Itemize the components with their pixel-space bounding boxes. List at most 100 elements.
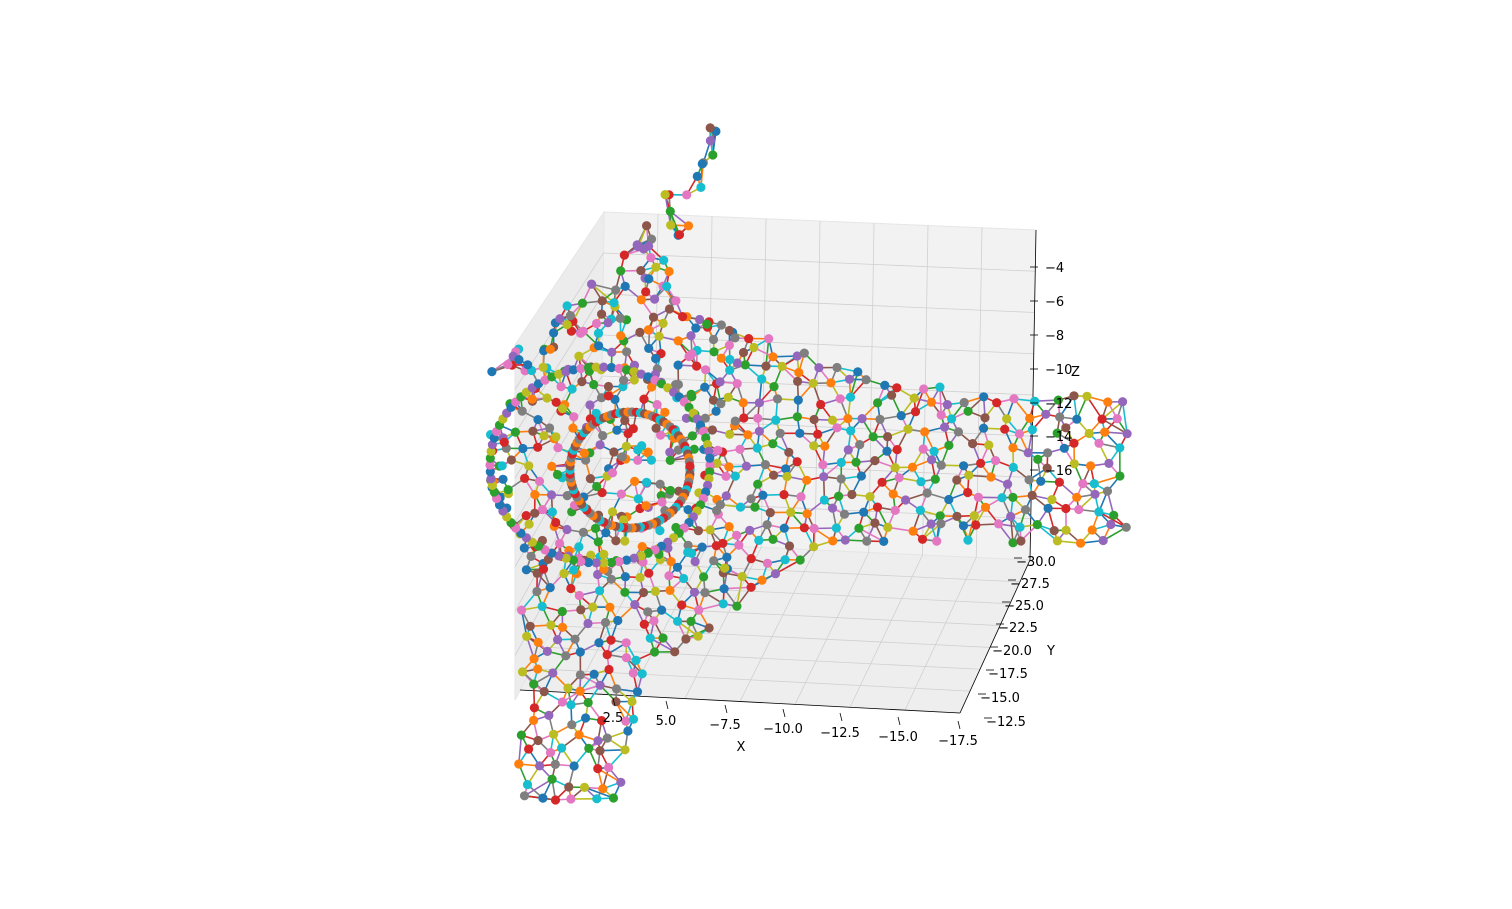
x-tick-label: −17.5 [938,734,978,749]
mesh-node [637,669,647,679]
mesh-node [545,748,556,758]
mesh-node [487,367,497,377]
mesh-node [1104,458,1114,468]
mesh-node [861,375,871,385]
mesh-node [592,481,602,492]
mesh-node [690,556,700,567]
mesh-node [565,311,576,321]
mesh-node [546,620,556,630]
x-tick [612,697,616,707]
mesh-node [550,759,560,770]
mesh-node [619,375,629,385]
mesh-node [615,313,625,323]
mesh-node [656,430,666,440]
mesh-node [681,413,692,423]
mesh-node [705,460,715,470]
grid-line [603,252,1036,272]
mesh-node [503,485,513,495]
mesh-node [639,244,649,254]
mesh-node [819,472,829,482]
mesh-node [487,480,497,490]
mesh-node [844,374,855,384]
mesh-node [635,327,645,337]
mesh-node [708,395,719,405]
mesh-node [730,333,740,343]
mesh-node [538,564,549,574]
mesh-node [839,509,850,519]
mesh-node [1043,503,1053,513]
mesh-node [831,523,842,533]
mesh-node [997,493,1007,503]
mesh-node [586,550,596,560]
mesh-node [720,563,730,573]
mesh-node [1078,479,1088,489]
mesh-node [768,352,778,362]
mesh-node [551,397,561,407]
mesh-edge [939,387,942,416]
mesh-node [835,394,845,404]
mesh-node [595,680,605,690]
mesh-node [682,190,692,200]
mesh-node [1103,397,1113,407]
mesh-edge [584,786,614,799]
mesh-node [786,507,796,517]
mesh-node [735,444,745,454]
grid-line [542,646,981,670]
mesh-node [940,422,950,432]
mesh-node [795,428,805,438]
mesh-node [775,428,785,438]
mesh-node [794,367,804,378]
mesh-node [959,397,969,408]
mesh-node [686,331,696,341]
mesh-node [670,647,680,657]
mesh-node [799,348,809,358]
mesh-node [699,572,709,582]
mesh-node [741,461,752,471]
mesh-node [636,266,646,276]
mesh-node [621,638,631,648]
mesh-node [769,470,779,480]
mesh-node [522,631,532,642]
mesh-node [650,294,660,304]
mesh-node [574,730,584,740]
x-tick [839,712,843,722]
grid-line [565,603,1001,626]
mesh-nodes [485,123,1132,805]
mesh-node [597,488,607,498]
mesh-node [760,460,771,470]
mesh-node [796,492,806,502]
mesh-node [542,646,553,657]
mesh-node [537,601,547,612]
mesh-node [907,462,918,472]
mesh-node [627,696,637,707]
mesh-node [645,633,655,643]
mesh-node [562,301,572,311]
mesh-node [744,334,754,344]
mesh-node [1106,519,1116,530]
y-tick-label: −27.5 [1010,577,1050,592]
mesh-node [524,744,534,754]
mesh-node [732,379,742,389]
mesh-node [903,424,913,434]
mesh-node [674,230,685,240]
mesh-node [711,541,722,551]
y-tick-label: −22.5 [998,621,1038,636]
mesh-node [865,492,875,502]
mesh-node [527,394,537,404]
mesh-node [562,491,572,501]
grid-line [577,582,1011,605]
mesh-node [658,633,668,643]
mesh-node [700,413,710,423]
mesh-node [569,565,579,575]
mesh-node [963,487,973,498]
mesh-node [498,474,508,484]
mesh-node [687,548,697,558]
mesh-node [533,664,543,674]
mesh-node [1043,448,1053,458]
mesh-node [1023,448,1033,458]
mesh-node [853,367,863,377]
mesh-node [740,360,750,370]
mesh-node [593,736,603,746]
mesh-node [517,605,527,615]
mesh-node [1098,535,1108,546]
